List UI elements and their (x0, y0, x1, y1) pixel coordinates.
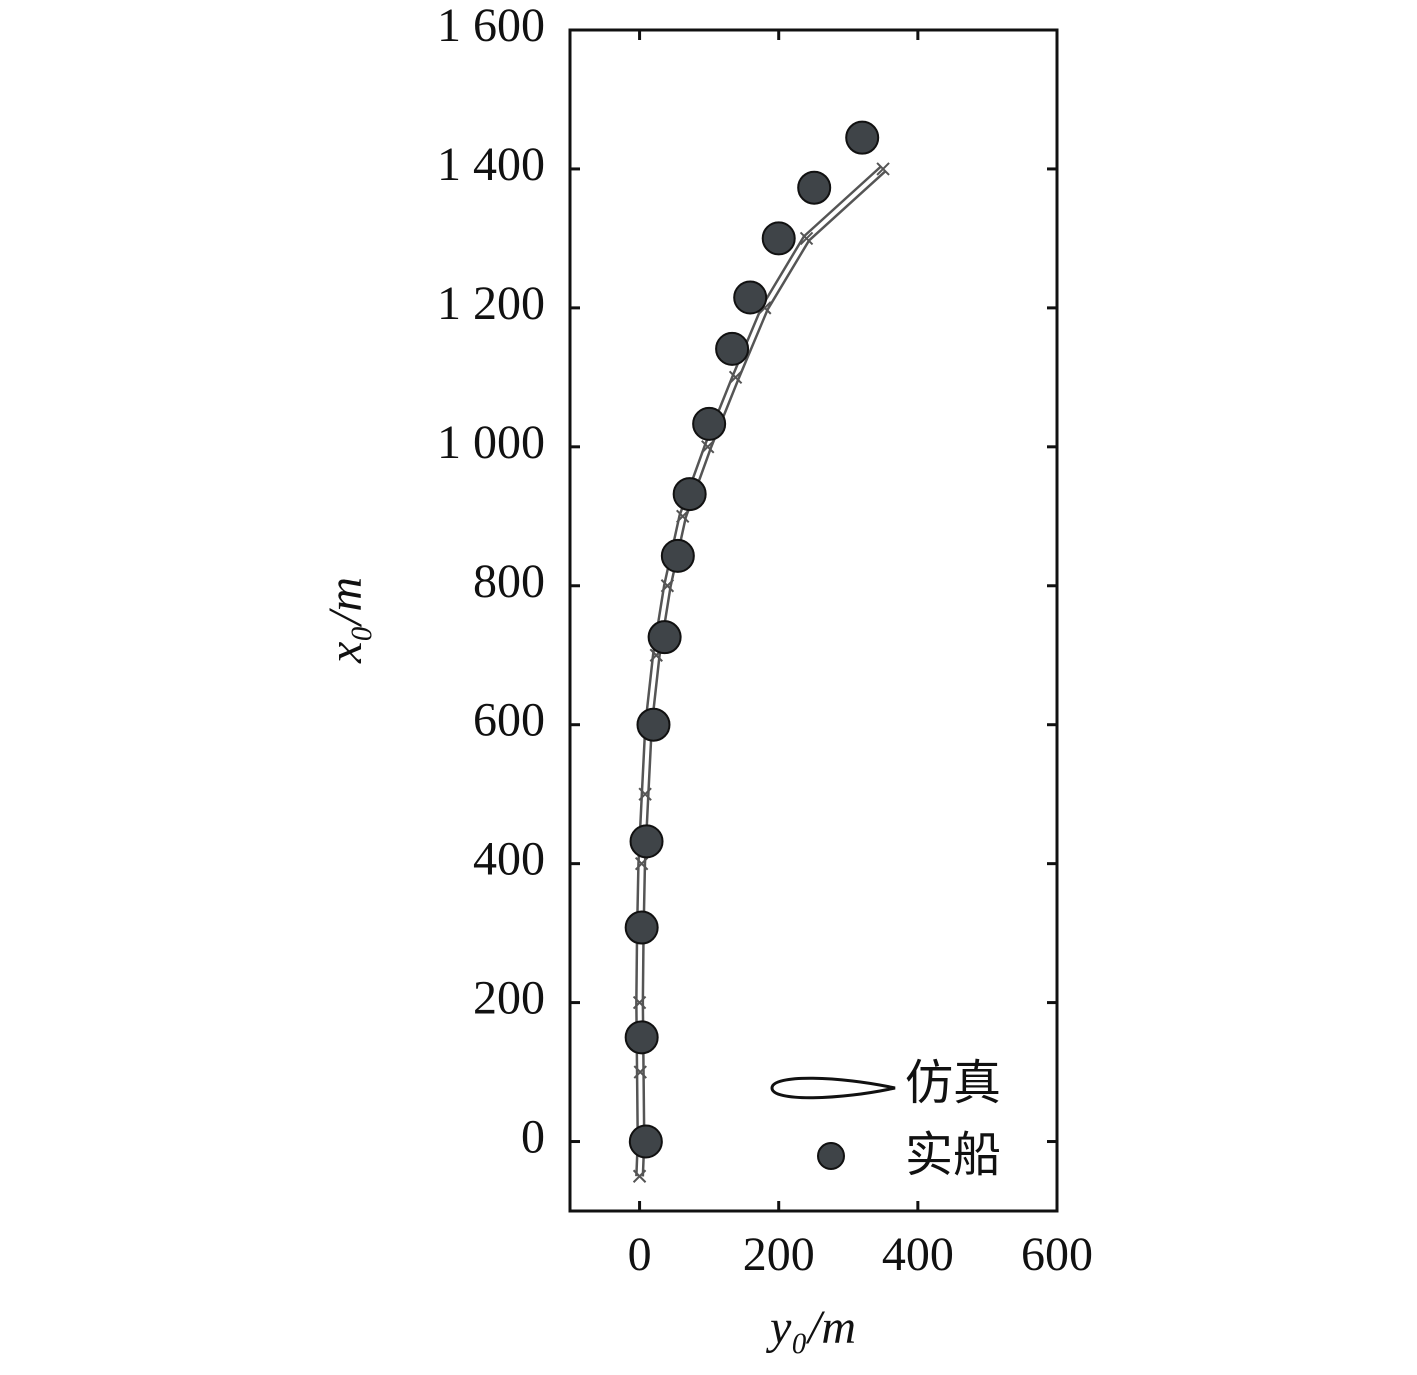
line-marker (632, 995, 647, 1010)
line-marker (634, 856, 649, 871)
scatter-point (628, 1124, 663, 1159)
x-tick-label: 200 (743, 1228, 815, 1281)
legend-swatch (770, 1076, 896, 1100)
x-tick-label: 600 (1021, 1228, 1093, 1281)
y-tick-label: 0 (521, 1111, 545, 1164)
scatter-point (715, 331, 750, 366)
line-marker (633, 1065, 647, 1079)
y-tick-label: 200 (473, 972, 545, 1025)
y-tick-label: 800 (473, 555, 545, 608)
line-marker (675, 509, 690, 524)
line-marker (701, 440, 715, 454)
scatter-point (647, 620, 682, 655)
scatter-point (624, 910, 659, 945)
line-marker (660, 579, 675, 593)
plot-frame (568, 28, 1059, 1213)
y-tick-label: 1 400 (437, 138, 545, 191)
series-line-inner (637, 167, 885, 1177)
scatter-point (636, 707, 671, 742)
y-tick-label: 1 000 (437, 416, 545, 469)
scatter-point (672, 477, 707, 512)
y-tick-label: 400 (473, 833, 545, 886)
x-tick-label: 0 (628, 1228, 652, 1281)
scatter-point (660, 538, 695, 573)
scatter-point (733, 280, 768, 315)
y-tick-label: 600 (473, 694, 545, 747)
x-tick-label: 400 (882, 1228, 954, 1281)
y-tick-label: 1 200 (437, 277, 545, 330)
line-marker (876, 162, 890, 176)
scatter-point (692, 406, 727, 441)
legend-swatch (817, 1142, 845, 1170)
scatter-point (629, 824, 664, 859)
scatter-point (624, 1020, 659, 1055)
x-axis-title: y₀/m (765, 1301, 856, 1354)
legend-label: 仿真 (905, 1057, 1001, 1110)
y-axis-title: x₀/m (319, 577, 372, 664)
scatter-point (797, 170, 832, 205)
y-tick-label: 1 600 (437, 0, 545, 52)
line-marker (728, 370, 743, 385)
scatter-point (761, 221, 796, 256)
line-marker (799, 231, 814, 246)
scatter-point (845, 120, 880, 155)
line-marker (632, 1169, 647, 1183)
legend-label: 实船 (905, 1129, 1001, 1182)
line-marker (638, 787, 652, 801)
